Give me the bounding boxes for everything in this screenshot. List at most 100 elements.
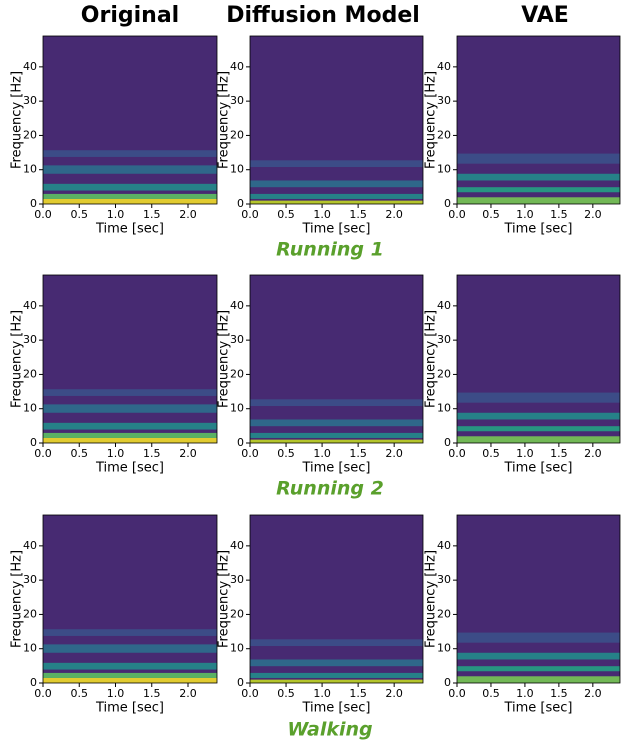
y-tick-label: 10	[23, 402, 37, 415]
spectrogram-texture	[250, 200, 423, 204]
x-tick-label: 2.0	[179, 208, 197, 221]
y-axis-label: Frequency [Hz]	[424, 550, 439, 648]
x-tick-label: 1.5	[143, 447, 161, 460]
x-axis-label: Time [sec]	[95, 701, 164, 716]
x-tick-label: 1.0	[516, 447, 534, 460]
spectrogram-background	[250, 36, 423, 204]
y-tick-label: 10	[230, 163, 244, 176]
y-tick-label: 20	[437, 128, 451, 141]
spectrogram-texture	[457, 392, 620, 403]
y-tick-label: 30	[23, 573, 37, 586]
x-tick-label: 1.0	[107, 687, 125, 700]
x-tick-label: 0.5	[482, 447, 500, 460]
spectrogram-texture	[43, 193, 217, 199]
y-tick-label: 30	[230, 94, 244, 107]
spectrogram-texture	[43, 389, 217, 396]
spectrogram-texture	[457, 173, 620, 181]
spectrogram-texture	[43, 183, 217, 191]
plot-frame	[456, 274, 621, 444]
y-tick-label: 40	[230, 299, 244, 312]
spectrogram-texture	[457, 666, 620, 672]
column-title: Diffusion Model	[226, 3, 420, 28]
y-tick-label: 30	[23, 94, 37, 107]
x-tick-label: 0.5	[482, 687, 500, 700]
x-tick-label: 0.0	[34, 687, 52, 700]
x-axis-label: Time [sec]	[503, 461, 572, 476]
x-tick-label: 0.5	[277, 208, 295, 221]
spectrogram-texture	[43, 437, 217, 443]
spectrogram-texture	[457, 197, 620, 204]
x-tick-label: 0.0	[34, 208, 52, 221]
y-tick-label: 30	[437, 94, 451, 107]
y-tick-label: 20	[23, 367, 37, 380]
x-tick-label: 2.0	[179, 687, 197, 700]
y-axis-label: Frequency [Hz]	[217, 550, 232, 648]
y-tick-label: 10	[437, 402, 451, 415]
x-tick-label: 1.5	[550, 447, 568, 460]
x-tick-label: 0.5	[482, 208, 500, 221]
spectrogram-texture	[250, 432, 423, 438]
spectrogram-texture	[250, 672, 423, 678]
y-tick-label: 40	[230, 539, 244, 552]
spectrogram-texture	[43, 677, 217, 683]
x-tick-label: 0.5	[71, 687, 89, 700]
x-tick-label: 1.0	[516, 208, 534, 221]
y-tick-label: 0	[30, 197, 37, 210]
spectrogram-texture	[43, 422, 217, 430]
plot-frame	[42, 274, 218, 444]
y-tick-label: 30	[437, 333, 451, 346]
spectrogram-background	[43, 515, 217, 683]
spectrogram-texture	[457, 412, 620, 420]
y-tick-label: 20	[23, 128, 37, 141]
x-tick-label: 0.5	[277, 447, 295, 460]
spectrogram-texture	[43, 198, 217, 204]
spectrogram-texture	[43, 404, 217, 413]
x-tick-label: 0.0	[448, 447, 466, 460]
x-tick-label: 1.5	[143, 687, 161, 700]
y-tick-label: 30	[23, 333, 37, 346]
x-tick-label: 0.0	[241, 208, 259, 221]
spectrogram-texture	[457, 632, 620, 643]
x-tick-label: 1.5	[143, 208, 161, 221]
y-axis-label: Frequency [Hz]	[217, 71, 232, 169]
spectrogram-texture	[457, 652, 620, 660]
y-tick-label: 40	[437, 60, 451, 73]
x-tick-label: 0.0	[241, 687, 259, 700]
y-tick-label: 20	[230, 607, 244, 620]
x-axis-label: Time [sec]	[503, 222, 572, 237]
spectrogram-texture	[250, 439, 423, 443]
x-tick-label: 1.0	[107, 447, 125, 460]
y-tick-label: 0	[444, 197, 451, 210]
x-tick-label: 1.0	[313, 687, 331, 700]
x-tick-label: 0.5	[277, 687, 295, 700]
spectrogram-texture	[43, 432, 217, 438]
x-tick-label: 2.0	[385, 208, 403, 221]
x-tick-label: 1.0	[516, 687, 534, 700]
y-tick-label: 40	[23, 299, 37, 312]
x-tick-label: 1.5	[349, 687, 367, 700]
spectrogram-texture	[43, 165, 217, 174]
y-tick-label: 0	[30, 436, 37, 449]
spectrogram-texture	[250, 679, 423, 683]
plot-frame	[42, 514, 218, 684]
x-axis-label: Time [sec]	[301, 461, 370, 476]
y-tick-label: 10	[230, 402, 244, 415]
y-tick-label: 40	[230, 60, 244, 73]
x-tick-label: 2.0	[584, 208, 602, 221]
spectrogram-texture	[457, 187, 620, 193]
y-tick-label: 10	[23, 163, 37, 176]
x-tick-label: 2.0	[584, 447, 602, 460]
spectrogram-background	[250, 515, 423, 683]
spectrogram-background	[43, 36, 217, 204]
y-tick-label: 0	[237, 436, 244, 449]
spectrogram-texture	[250, 419, 423, 427]
column-title: Original	[81, 3, 179, 28]
spectrogram-texture	[43, 629, 217, 636]
spectrogram-background	[250, 275, 423, 443]
row-title: Walking	[287, 719, 372, 741]
y-tick-label: 0	[30, 676, 37, 689]
x-tick-label: 2.0	[385, 447, 403, 460]
spectrogram-texture	[457, 426, 620, 432]
y-axis-label: Frequency [Hz]	[10, 550, 25, 648]
